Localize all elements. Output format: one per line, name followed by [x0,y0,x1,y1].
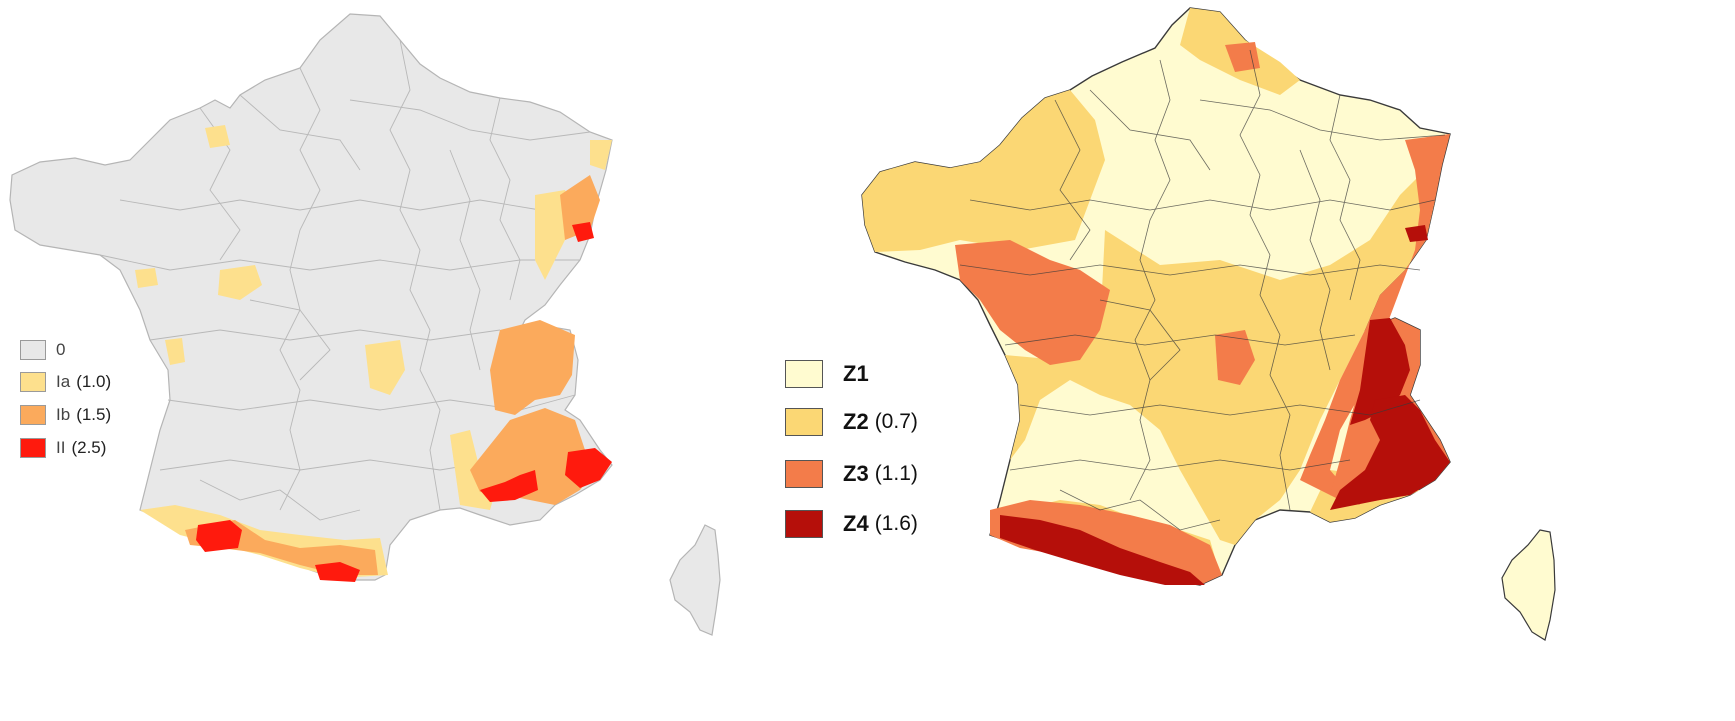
z4-areas [1000,225,1450,585]
legend-item-0: 0 [20,340,65,360]
legend-swatch-z3 [785,460,823,488]
legend-value-z2: (0.7) [874,410,918,433]
legend-swatch-z2 [785,408,823,436]
legend-label-z4: Z4 [843,511,869,536]
legend-value-ib: (1.5) [76,405,112,424]
zone-ii-areas [196,222,612,582]
department-borders-right [959,49,1446,531]
legend-label-ib: Ib [56,405,71,424]
corsica-shape [669,524,721,636]
department-borders [99,39,591,521]
legend-label-z1: Z1 [843,361,869,386]
legend-item-z1: Z1 [785,360,869,388]
legend-item-ii: II (2.5) [20,438,106,458]
legend-swatch-ia [20,372,46,392]
legend-label-z3: Z3 [843,461,869,486]
legend-item-z4: Z4 (1.6) [785,510,918,538]
legend-value-z4: (1.6) [874,512,918,535]
legend-item-ib: Ib (1.5) [20,405,111,425]
france-map-left [9,13,721,636]
legend-value-ii: (2.5) [71,438,107,457]
legend-item-z2: Z2 (0.7) [785,408,918,436]
legend-swatch-0 [20,340,46,360]
seismic-zoning-map-new: Z1 Z2 (0.7) Z3 (1.1) Z4 (1.6) [785,0,1735,721]
legend-item-ia: Ia (1.0) [20,372,111,392]
legend-value-z3: (1.1) [874,462,918,485]
zone-ib-areas [185,175,600,575]
legend-label-ii: II [56,438,66,457]
legend-item-z3: Z3 (1.1) [785,460,918,488]
legend-label-ia: Ia [56,372,71,391]
legend-value-ia: (1.0) [76,372,112,391]
france-map-right [861,7,1556,641]
legend-swatch-z1 [785,360,823,388]
legend-swatch-ib [20,405,46,425]
legend-label-0: 0 [56,340,66,359]
legend-swatch-z4 [785,510,823,538]
corsica-shape-right [1501,529,1556,641]
legend-label-z2: Z2 [843,409,869,434]
legend-swatch-ii [20,438,46,458]
seismic-zoning-map-old: 0 Ia (1.0) Ib (1.5) II (2.5) [0,0,800,721]
